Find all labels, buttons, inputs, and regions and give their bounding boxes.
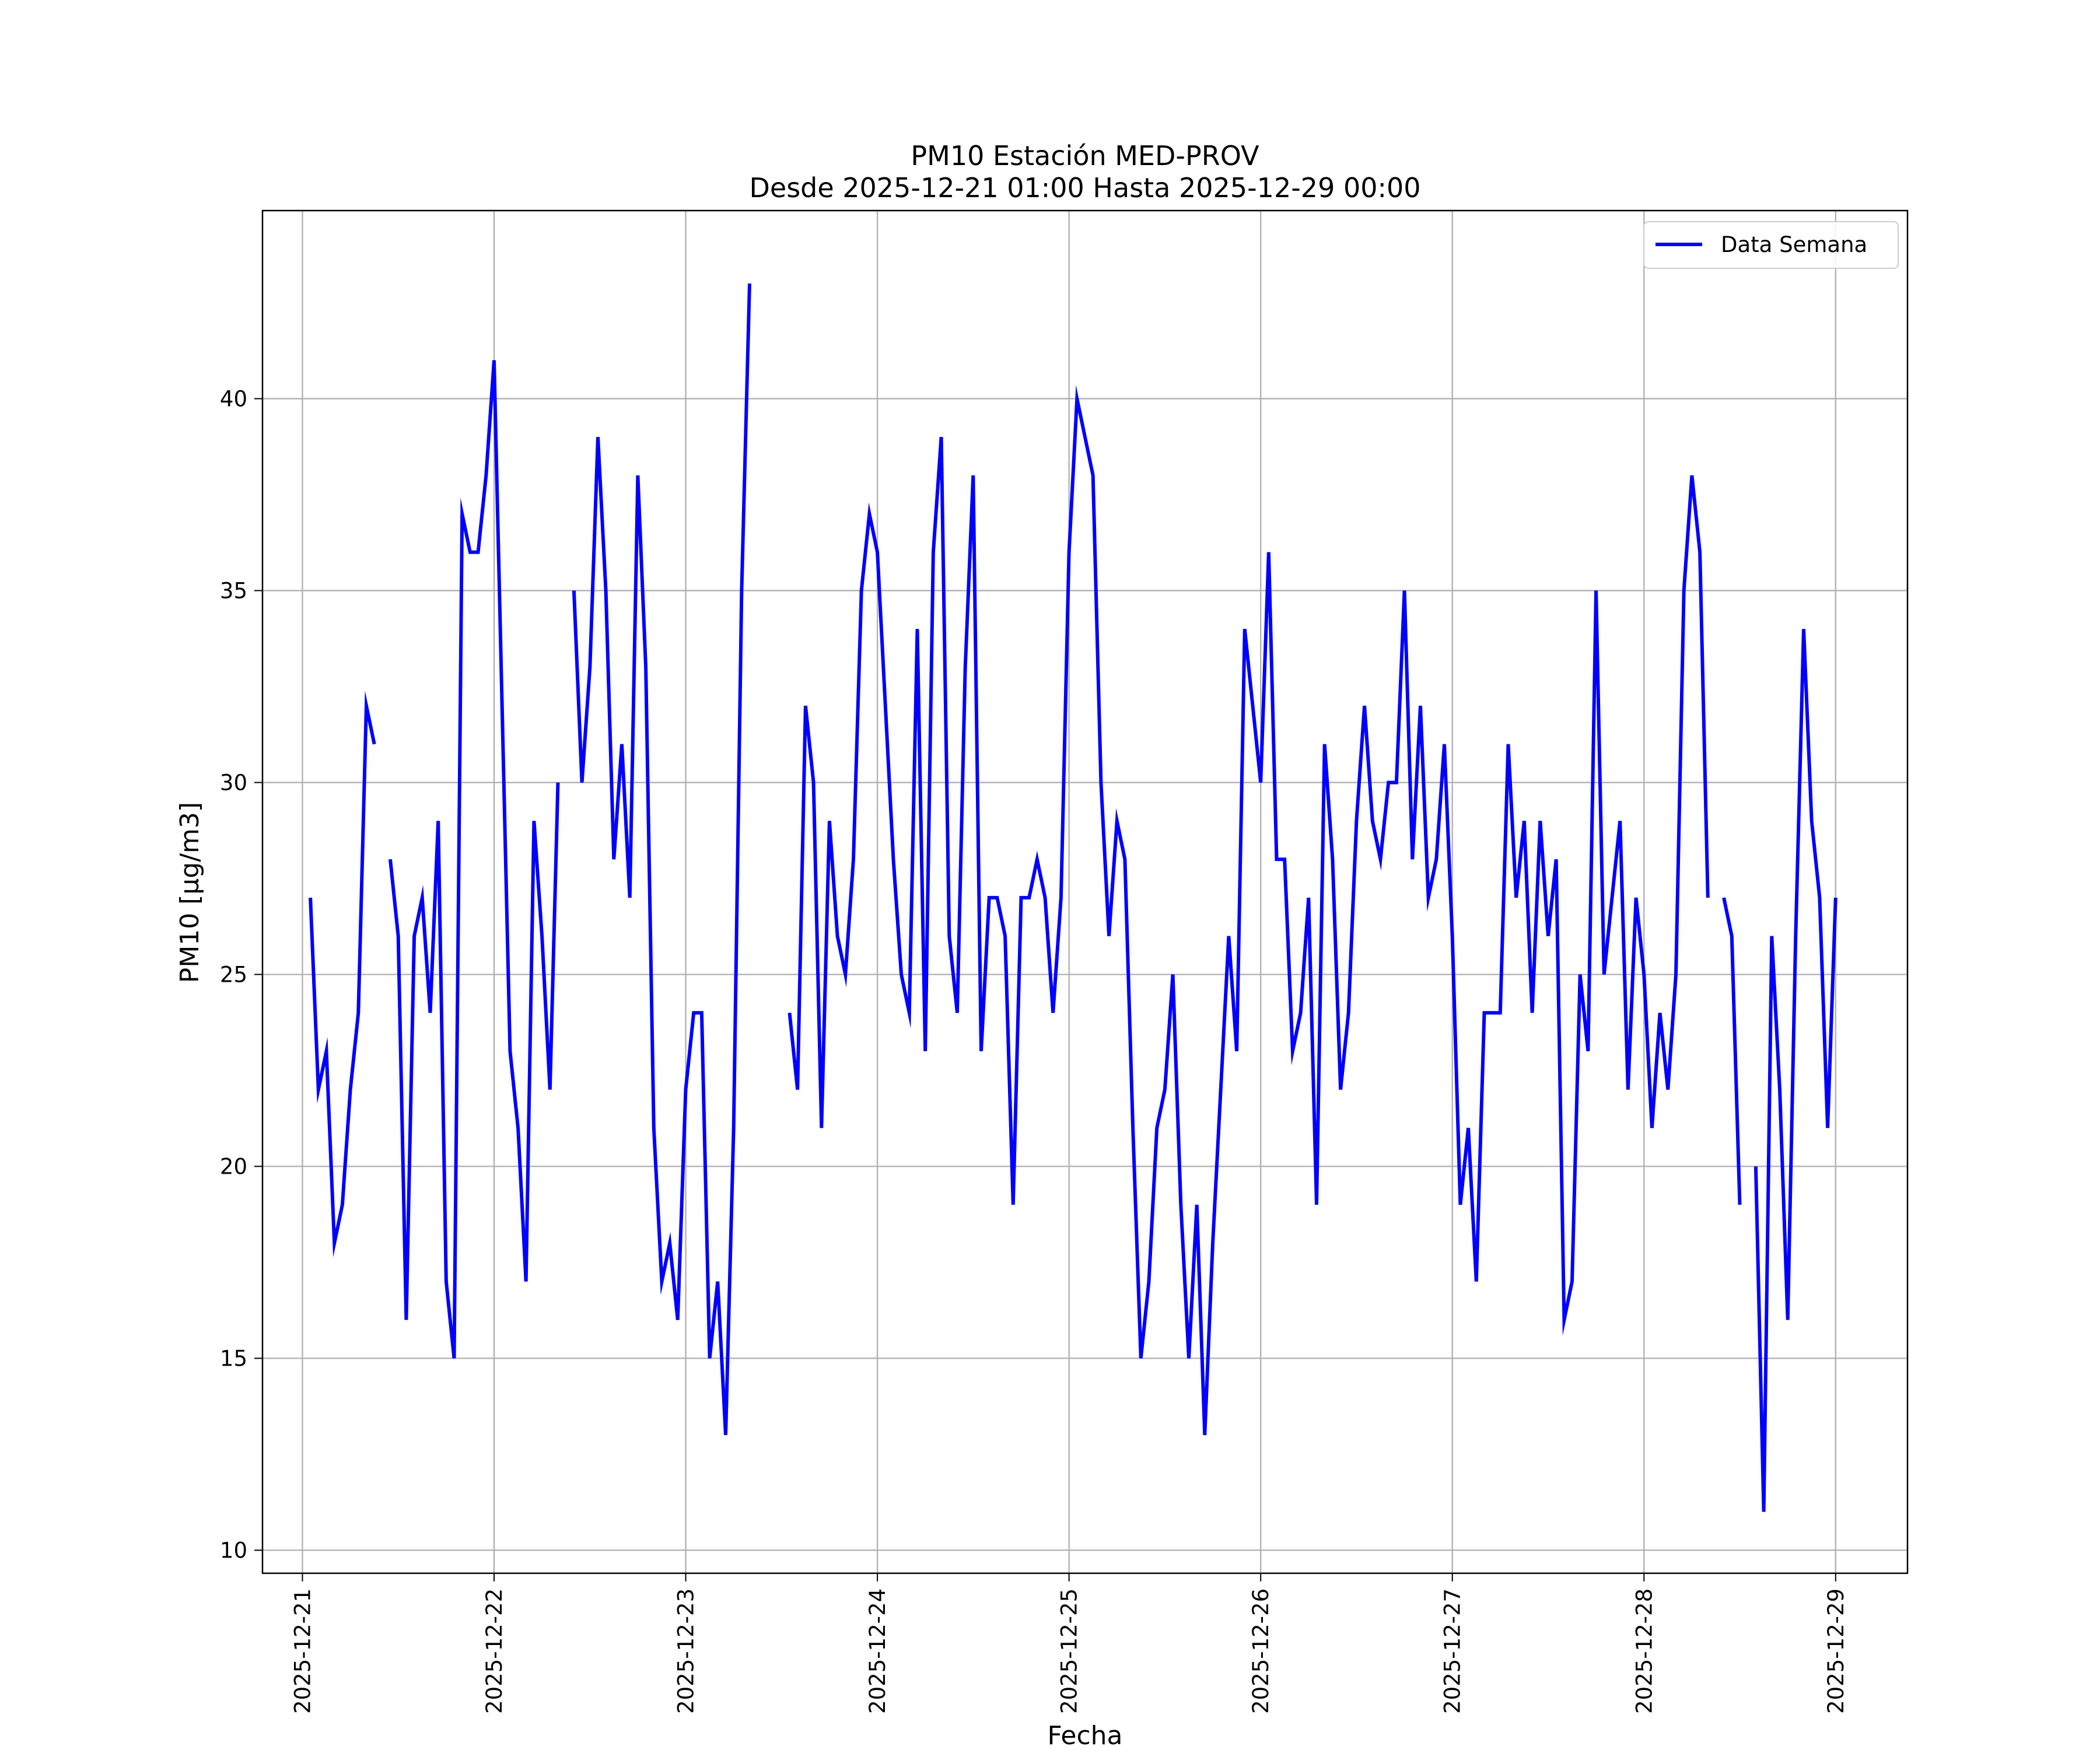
x-tick-label: 2025-12-29 [1824, 1588, 1849, 1714]
x-axis-label: Fecha [1047, 1721, 1122, 1750]
x-tick-label: 2025-12-23 [674, 1588, 699, 1714]
axis-ticks: 2025-12-21 2025-12-22 2025-12-23 2025-12-24… [220, 386, 1849, 1714]
y-tick-label: 15 [220, 1346, 247, 1371]
grid-lines [262, 211, 1908, 1573]
y-tick-label: 10 [220, 1538, 247, 1563]
y-tick-label: 40 [220, 386, 247, 411]
y-tick-label: 30 [220, 770, 247, 795]
x-tick-label: 2025-12-21 [290, 1588, 315, 1714]
legend-label-data-semana: Data Semana [1721, 232, 1867, 257]
y-tick-label: 25 [220, 962, 247, 987]
y-axis-label: PM10 [μg/m3] [175, 802, 205, 983]
y-tick-label: 35 [220, 578, 247, 603]
x-tick-label: 2025-12-28 [1632, 1588, 1657, 1714]
series-line-segment [572, 283, 751, 1436]
chart-subtitle: Desde 2025-12-21 01:00 Hasta 2025-12-29 … [749, 172, 1420, 204]
series-data-semana [309, 283, 1838, 1512]
x-tick-label: 2025-12-26 [1248, 1588, 1273, 1714]
x-tick-label: 2025-12-27 [1440, 1588, 1465, 1714]
chart-title: PM10 Estación MED-PROV [911, 140, 1259, 172]
x-tick-label: 2025-12-22 [482, 1588, 507, 1714]
x-tick-label: 2025-12-24 [865, 1588, 890, 1714]
x-tick-label: 2025-12-25 [1057, 1588, 1082, 1714]
legend: Data Semana [1643, 221, 1899, 269]
series-line-segment [1754, 629, 1838, 1512]
series-line-segment [788, 385, 1710, 1436]
series-line-segment [1722, 897, 1742, 1205]
series-line-segment [388, 360, 560, 1359]
series-layer [309, 283, 1838, 1512]
plot-frame [261, 209, 1909, 1574]
legend-box [1643, 221, 1899, 269]
y-tick-label: 20 [220, 1154, 247, 1179]
series-line-segment [309, 691, 376, 1258]
